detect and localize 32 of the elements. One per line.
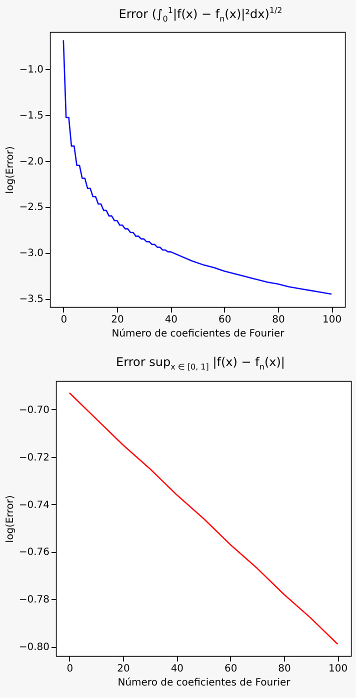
x-tick-label: 80 xyxy=(278,664,291,674)
x-tick-label: 20 xyxy=(111,314,124,326)
y-tick-label: −3.0 xyxy=(19,248,44,260)
y-tick-label: −3.5 xyxy=(19,294,44,306)
x-tick-label: 40 xyxy=(164,314,178,326)
line-series xyxy=(68,392,338,645)
y-tick-label: −0.76 xyxy=(18,547,50,558)
x-tick-label: 60 xyxy=(218,314,232,326)
y-tick-label: −1.5 xyxy=(19,110,44,122)
y-tick-label: −0.74 xyxy=(18,500,50,511)
y-axis-title: log(Error) xyxy=(4,495,16,543)
line-series xyxy=(62,40,332,295)
y-tick-label: −1.0 xyxy=(19,64,44,76)
x-tick-label: 60 xyxy=(224,664,238,674)
x-tick-label: 0 xyxy=(60,314,68,326)
x-tick-label: 20 xyxy=(117,664,130,674)
y-tick-label: −0.70 xyxy=(18,404,50,416)
y-tick-label: −0.72 xyxy=(18,452,50,464)
x-axis-title: Número de coeficientes de Fourier xyxy=(118,678,292,688)
chart-title: Error (∫$_{0}$$^{1}$|f(x) − f$_{n}$(x)|²dx)$^{1/2}$ xyxy=(118,6,284,24)
y-tick-label: −2.5 xyxy=(19,202,44,214)
y-tick-label: −0.78 xyxy=(18,594,50,606)
y-tick-label: −0.80 xyxy=(18,642,50,654)
x-axis-title: Número de coeficientes de Fourier xyxy=(112,328,286,340)
x-tick-label: 80 xyxy=(272,314,285,326)
x-tick-label: 0 xyxy=(66,664,74,674)
chart-title: Error sup$_{x ∈ [0, 1]}$ |f(x) − f$_{n}$(x)| xyxy=(115,355,286,372)
x-tick-label: 100 xyxy=(322,314,342,326)
y-tick-label: −2.0 xyxy=(19,156,44,168)
x-tick-label: 100 xyxy=(328,664,348,674)
y-axis-title: log(Error) xyxy=(5,146,16,194)
x-tick-label: 40 xyxy=(170,664,184,674)
